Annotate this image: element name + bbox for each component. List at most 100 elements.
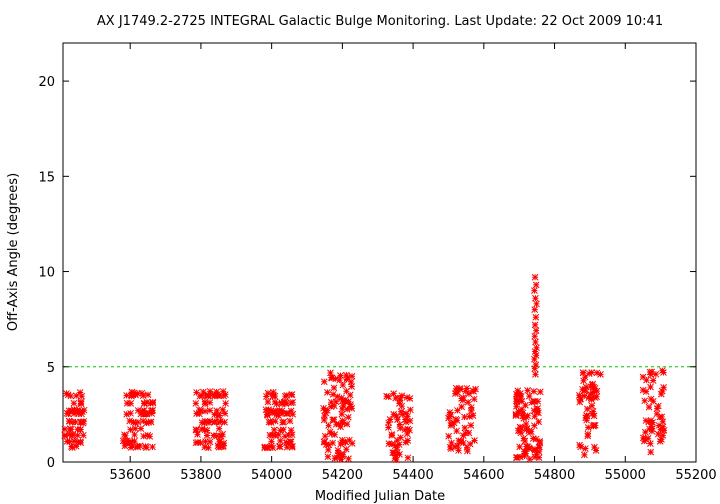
data-point bbox=[588, 369, 596, 376]
data-point bbox=[72, 442, 80, 450]
data-point bbox=[348, 383, 356, 390]
x-axis-label: Modified Julian Date bbox=[315, 489, 445, 504]
data-point bbox=[327, 398, 335, 406]
data-point bbox=[396, 421, 404, 428]
data-point bbox=[215, 412, 223, 419]
data-point bbox=[201, 419, 208, 427]
data-point bbox=[531, 332, 539, 340]
data-point bbox=[76, 389, 84, 396]
chart-title: AX J1749.2-2725 INTEGRAL Galactic Bulge … bbox=[97, 14, 663, 29]
y-tick-label: 15 bbox=[38, 170, 55, 185]
data-point bbox=[385, 440, 393, 447]
data-point bbox=[658, 387, 666, 395]
plot-area: 53600 53800 54000 54200 54400 54600 54800 55000… bbox=[38, 42, 717, 483]
data-point bbox=[67, 426, 75, 433]
data-point bbox=[656, 438, 664, 445]
data-point bbox=[395, 441, 403, 448]
data-point bbox=[123, 410, 130, 418]
data-point bbox=[404, 454, 412, 462]
x-tick-label: 54400 bbox=[392, 468, 433, 483]
data-point bbox=[127, 400, 135, 407]
data-point bbox=[203, 418, 211, 426]
data-point bbox=[138, 407, 146, 415]
data-point bbox=[211, 392, 218, 400]
data-point bbox=[137, 425, 145, 432]
data-point bbox=[276, 437, 284, 445]
data-point bbox=[531, 453, 539, 461]
data-point bbox=[533, 300, 540, 308]
data-point bbox=[327, 369, 334, 377]
data-point bbox=[343, 406, 351, 413]
data-point bbox=[404, 413, 411, 420]
data-point bbox=[390, 390, 398, 397]
data-point bbox=[385, 393, 392, 401]
x-tick-label: 53600 bbox=[110, 468, 151, 483]
data-point bbox=[195, 410, 203, 418]
data-point bbox=[512, 454, 520, 461]
data-point bbox=[338, 397, 346, 405]
data-point bbox=[273, 411, 280, 419]
data-point bbox=[653, 410, 661, 418]
data-point bbox=[660, 426, 668, 434]
data-point bbox=[584, 424, 592, 431]
data-point bbox=[128, 392, 135, 400]
data-point bbox=[647, 448, 655, 456]
data-point bbox=[127, 444, 135, 451]
data-point bbox=[127, 439, 135, 447]
data-point bbox=[78, 392, 86, 400]
data-point bbox=[530, 398, 538, 405]
data-point bbox=[513, 390, 520, 398]
data-point bbox=[646, 368, 654, 376]
data-point bbox=[219, 388, 227, 395]
data-point bbox=[401, 426, 409, 434]
data-point bbox=[390, 410, 397, 418]
data-point bbox=[591, 394, 599, 401]
data-point bbox=[325, 422, 332, 429]
data-point bbox=[388, 432, 396, 439]
data-point bbox=[644, 434, 652, 442]
data-point bbox=[269, 444, 277, 452]
data-point bbox=[211, 418, 218, 426]
data-point bbox=[465, 429, 473, 437]
data-point bbox=[654, 402, 662, 410]
data-point bbox=[131, 437, 138, 445]
x-tick-label: 54000 bbox=[251, 468, 292, 483]
data-point bbox=[392, 452, 400, 459]
data-point bbox=[462, 429, 469, 437]
data-point bbox=[660, 369, 667, 376]
data-point bbox=[339, 402, 347, 410]
x-tick-label: 54800 bbox=[534, 468, 575, 483]
data-point bbox=[471, 437, 478, 444]
data-point bbox=[63, 438, 71, 445]
data-point bbox=[130, 418, 137, 426]
data-point bbox=[147, 418, 155, 426]
data-point bbox=[346, 436, 353, 444]
data-point bbox=[403, 430, 411, 438]
data-point bbox=[536, 388, 544, 396]
data-point bbox=[519, 412, 527, 420]
data-point bbox=[532, 281, 540, 289]
data-point bbox=[74, 432, 82, 439]
data-point bbox=[339, 451, 347, 459]
data-point bbox=[591, 421, 599, 429]
data-point bbox=[215, 425, 223, 432]
data-point bbox=[139, 417, 147, 425]
x-tick-label: 55000 bbox=[605, 468, 646, 483]
data-point bbox=[268, 409, 276, 417]
data-point bbox=[397, 434, 404, 441]
data-point bbox=[658, 435, 665, 443]
data-point bbox=[462, 387, 470, 395]
data-point bbox=[70, 406, 78, 413]
data-point bbox=[77, 439, 85, 447]
data-point bbox=[337, 455, 345, 463]
data-point bbox=[281, 432, 289, 440]
data-point bbox=[590, 422, 597, 430]
data-point bbox=[65, 431, 73, 439]
data-point bbox=[279, 419, 286, 426]
data-point bbox=[407, 406, 414, 414]
data-point bbox=[521, 437, 529, 445]
data-point bbox=[591, 443, 598, 451]
data-point bbox=[654, 430, 662, 438]
data-point bbox=[649, 377, 657, 384]
data-point bbox=[192, 400, 200, 407]
